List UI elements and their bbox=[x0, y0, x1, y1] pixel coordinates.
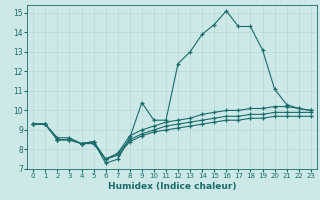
X-axis label: Humidex (Indice chaleur): Humidex (Indice chaleur) bbox=[108, 182, 236, 191]
